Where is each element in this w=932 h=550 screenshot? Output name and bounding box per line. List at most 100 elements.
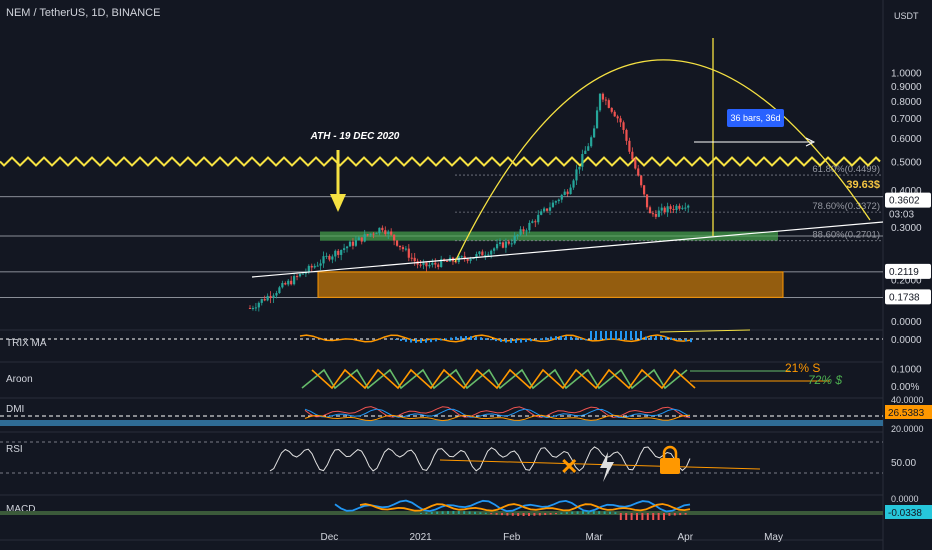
macd-histogram-bar xyxy=(560,512,563,514)
macd-histogram-bar xyxy=(479,512,482,514)
rsi-axis: 50.00 xyxy=(891,458,916,469)
trix-trend xyxy=(659,329,751,333)
trix-histogram-bar xyxy=(555,336,557,340)
macd-histogram-bar xyxy=(636,513,638,520)
candle-body xyxy=(266,295,269,301)
rsi-lightning-icon xyxy=(600,452,614,482)
candle-body xyxy=(543,208,546,212)
candle-body xyxy=(551,202,555,208)
candle-body xyxy=(669,206,672,210)
candle-body xyxy=(340,249,343,255)
change-label: 39.63$ xyxy=(846,179,880,191)
candle-body xyxy=(331,256,334,260)
dmi-label: DMI xyxy=(6,404,24,415)
candle-body xyxy=(513,235,516,244)
candle-body xyxy=(663,207,666,213)
trix-histogram-bar xyxy=(685,339,687,342)
trix-histogram-bar xyxy=(615,331,617,340)
trix-histogram-bar xyxy=(450,337,452,340)
dmi-value-bg xyxy=(885,405,932,419)
candle-body xyxy=(593,128,596,138)
macd-value-bg xyxy=(885,505,932,519)
candle-body xyxy=(354,240,357,246)
candle-body xyxy=(248,307,252,309)
candle-body xyxy=(522,229,525,232)
trix-histogram-bar xyxy=(410,339,412,343)
candle-body xyxy=(575,169,578,181)
trix-axis-top: 0.0000 xyxy=(891,317,922,328)
dmi-band xyxy=(0,420,883,426)
macd-histogram-bar xyxy=(576,511,579,514)
ascending-trendline xyxy=(251,221,884,278)
trix-histogram-bar xyxy=(680,339,682,341)
trix-histogram-bar xyxy=(495,339,497,342)
candle-body xyxy=(310,265,313,268)
dmi-axis-top: 40.0000 xyxy=(891,395,924,405)
candle-body xyxy=(654,214,657,217)
aroon-down-line xyxy=(311,368,696,390)
trix-histogram-bar xyxy=(440,339,442,341)
candle-body xyxy=(466,258,469,261)
candle-body xyxy=(675,205,678,211)
candle-body xyxy=(613,111,616,117)
price-tick: 0.4000 xyxy=(891,186,922,197)
trix-histogram-bar xyxy=(660,336,662,340)
support-zone xyxy=(320,231,778,241)
candle-body xyxy=(595,110,599,129)
trix-histogram-bar xyxy=(630,331,632,340)
aroon-axis: 0.00% xyxy=(891,382,919,393)
trix-histogram-bar xyxy=(520,339,522,343)
macd-histogram-bar xyxy=(582,511,584,514)
trix-histogram-bar xyxy=(500,339,502,342)
macd-histogram-bar xyxy=(673,513,676,516)
candle-body xyxy=(554,201,557,203)
candle-body xyxy=(407,248,410,258)
macd-line xyxy=(334,499,691,513)
macd-histogram-bar xyxy=(441,511,444,514)
candle-body xyxy=(507,241,510,244)
trix-histogram-bar xyxy=(405,339,407,342)
candle-body xyxy=(657,210,660,217)
candle-body xyxy=(563,191,566,195)
candle-body xyxy=(343,248,346,250)
candle-body xyxy=(390,231,393,235)
candle-body xyxy=(631,151,634,160)
price-tick: 0.0000 xyxy=(891,0,922,3)
macd-histogram-bar xyxy=(544,513,547,516)
aroon-note-down: 72% $ xyxy=(808,373,842,387)
candle-body xyxy=(387,231,390,235)
candle-body xyxy=(540,211,543,215)
candle-body xyxy=(319,263,322,266)
candle-body xyxy=(484,254,487,256)
macd-label: MACD xyxy=(6,504,35,515)
candle-body xyxy=(472,257,475,259)
candle-body xyxy=(651,213,655,215)
macd-histogram-bar xyxy=(679,513,682,516)
price-tick: 0.3000 xyxy=(891,223,922,234)
candle-body xyxy=(584,150,587,154)
candle-body xyxy=(604,99,607,101)
range-arrow-head xyxy=(805,137,816,147)
macd-histogram-bar xyxy=(430,512,433,514)
current-price-label-bg xyxy=(885,192,931,208)
trix-histogram-bar xyxy=(485,338,487,340)
candle-body xyxy=(528,222,531,231)
macd-histogram-bar xyxy=(490,513,493,515)
trix-histogram-bar xyxy=(635,331,637,340)
time-tick: Dec xyxy=(321,532,339,543)
time-tick: 2021 xyxy=(409,532,432,543)
candle-body xyxy=(298,273,302,277)
trix-histogram-bar xyxy=(465,336,467,340)
candle-body xyxy=(357,237,360,241)
candle-body xyxy=(322,256,325,264)
candle-body xyxy=(257,302,260,308)
candle-body xyxy=(463,256,466,259)
candle-body xyxy=(401,247,405,250)
trix-histogram-bar xyxy=(435,339,437,342)
rsi-trendline xyxy=(439,459,761,470)
range-measure-label[interactable]: 36 bars, 36d xyxy=(727,109,784,127)
macd-histogram-bar xyxy=(447,511,449,514)
candle-body xyxy=(501,242,505,248)
